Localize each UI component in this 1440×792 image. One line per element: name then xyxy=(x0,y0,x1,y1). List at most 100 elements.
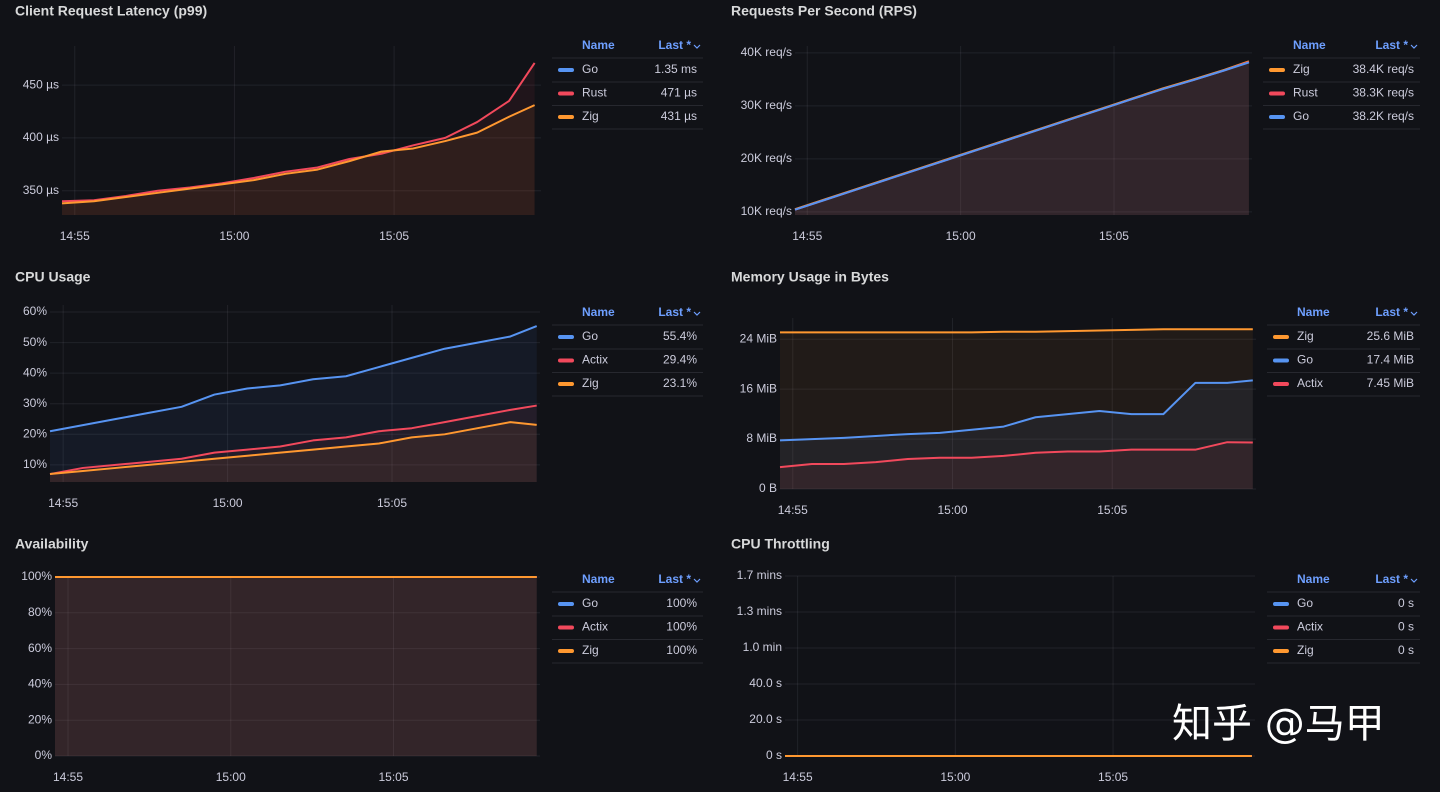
legend-name: Go xyxy=(1293,109,1309,123)
series-line xyxy=(49,404,537,476)
series-area xyxy=(795,62,1249,215)
y-tick-label: 16 MiB xyxy=(740,381,777,395)
x-tick-label: 15:00 xyxy=(216,770,246,784)
y-tick-label: 1.3 mins xyxy=(737,604,782,618)
y-tick-label: 100% xyxy=(21,569,52,583)
x-tick-label: 14:55 xyxy=(783,770,813,784)
legend-header-last: Last * xyxy=(1375,38,1408,52)
series-line xyxy=(49,325,538,433)
legend-name: Zig xyxy=(1297,643,1314,657)
legend-name: Actix xyxy=(582,353,608,367)
x-tick-label: 14:55 xyxy=(53,770,83,784)
y-tick-label: 40% xyxy=(23,365,47,379)
y-tick-label: 20K req/s xyxy=(741,151,792,165)
legend-header-last: Last * xyxy=(658,305,691,319)
legend-name: Rust xyxy=(1293,86,1318,100)
y-tick-label: 60% xyxy=(23,304,47,318)
y-tick-label: 1.7 mins xyxy=(737,568,782,582)
x-tick-label: 15:05 xyxy=(379,229,409,243)
x-tick-label: 15:05 xyxy=(377,496,407,510)
series-area xyxy=(55,577,537,756)
panel-title: Client Request Latency (p99) xyxy=(15,3,207,19)
y-tick-label: 80% xyxy=(28,605,52,619)
series-area xyxy=(780,380,1253,489)
legend-last: 100% xyxy=(666,596,697,610)
legend-last: 100% xyxy=(666,620,697,634)
series-area xyxy=(50,326,537,482)
series-area xyxy=(780,442,1253,489)
legend-last: 23.1% xyxy=(663,376,697,390)
legend-header-last: Last * xyxy=(658,572,691,586)
series-area xyxy=(795,61,1249,216)
sort-icon xyxy=(1410,44,1418,49)
x-tick-label: 15:00 xyxy=(213,496,243,510)
x-tick-label: 14:55 xyxy=(792,229,822,243)
legend-header-name: Name xyxy=(1293,38,1326,52)
legend-header-last: Last * xyxy=(658,38,691,52)
x-tick-label: 15:05 xyxy=(1098,770,1128,784)
legend-name: Zig xyxy=(582,643,599,657)
legend-name: Actix xyxy=(1297,620,1323,634)
x-tick-label: 15:00 xyxy=(937,503,967,517)
series-line xyxy=(779,441,1253,469)
legend-name: Actix xyxy=(582,620,608,634)
y-tick-label: 20.0 s xyxy=(749,712,782,726)
x-tick-label: 14:55 xyxy=(48,496,78,510)
legend-last: 17.4 MiB xyxy=(1367,353,1414,367)
y-tick-label: 0 s xyxy=(766,748,782,762)
x-tick-label: 15:00 xyxy=(940,770,970,784)
watermark: 知乎 @马甲 xyxy=(1172,701,1385,747)
legend-name: Actix xyxy=(1297,376,1323,390)
series-area xyxy=(55,577,537,756)
y-tick-label: 24 MiB xyxy=(740,331,777,345)
legend-name: Zig xyxy=(1293,62,1310,76)
y-tick-label: 30K req/s xyxy=(741,98,792,112)
sort-icon xyxy=(693,44,701,49)
legend-last: 471 µs xyxy=(661,86,697,100)
panel-title: CPU Usage xyxy=(15,269,91,285)
series-line xyxy=(780,328,1253,334)
panel-title: CPU Throttling xyxy=(731,536,830,552)
legend-name: Go xyxy=(1297,353,1313,367)
legend-last: 55.4% xyxy=(663,329,697,343)
series-line xyxy=(61,104,536,205)
y-tick-label: 20% xyxy=(28,712,52,726)
legend-last: 431 µs xyxy=(661,109,697,123)
sort-icon xyxy=(693,311,701,316)
x-tick-label: 15:05 xyxy=(379,770,409,784)
legend-header-name: Name xyxy=(582,38,615,52)
y-tick-label: 40K req/s xyxy=(741,45,792,59)
legend-last: 1.35 ms xyxy=(654,62,697,76)
legend-header-name: Name xyxy=(582,305,615,319)
x-tick-label: 14:55 xyxy=(60,229,90,243)
y-tick-label: 400 µs xyxy=(23,130,59,144)
x-tick-label: 14:55 xyxy=(778,503,808,517)
y-tick-label: 8 MiB xyxy=(746,431,777,445)
legend-last: 29.4% xyxy=(663,353,697,367)
y-tick-label: 0 B xyxy=(759,481,777,495)
sort-icon xyxy=(1410,311,1418,316)
x-tick-label: 15:05 xyxy=(1099,229,1129,243)
legend-last: 38.3K req/s xyxy=(1353,86,1414,100)
legend-header-last: Last * xyxy=(1375,572,1408,586)
series-line xyxy=(794,61,1250,211)
y-tick-label: 20% xyxy=(23,426,47,440)
legend-last: 0 s xyxy=(1398,620,1414,634)
y-tick-label: 350 µs xyxy=(23,183,59,197)
y-tick-label: 50% xyxy=(23,335,47,349)
series-area xyxy=(795,61,1249,215)
legend-last: 0 s xyxy=(1398,643,1414,657)
legend-name: Zig xyxy=(582,109,599,123)
y-tick-label: 10K req/s xyxy=(741,204,792,218)
legend-name: Rust xyxy=(582,86,607,100)
sort-icon xyxy=(693,578,701,583)
legend-last: 38.4K req/s xyxy=(1353,62,1414,76)
legend-name: Go xyxy=(582,329,598,343)
legend-name: Zig xyxy=(1297,329,1314,343)
x-tick-label: 15:05 xyxy=(1097,503,1127,517)
panel-title: Availability xyxy=(15,536,89,552)
legend-header-name: Name xyxy=(582,572,615,586)
panel-title: Requests Per Second (RPS) xyxy=(731,3,917,19)
